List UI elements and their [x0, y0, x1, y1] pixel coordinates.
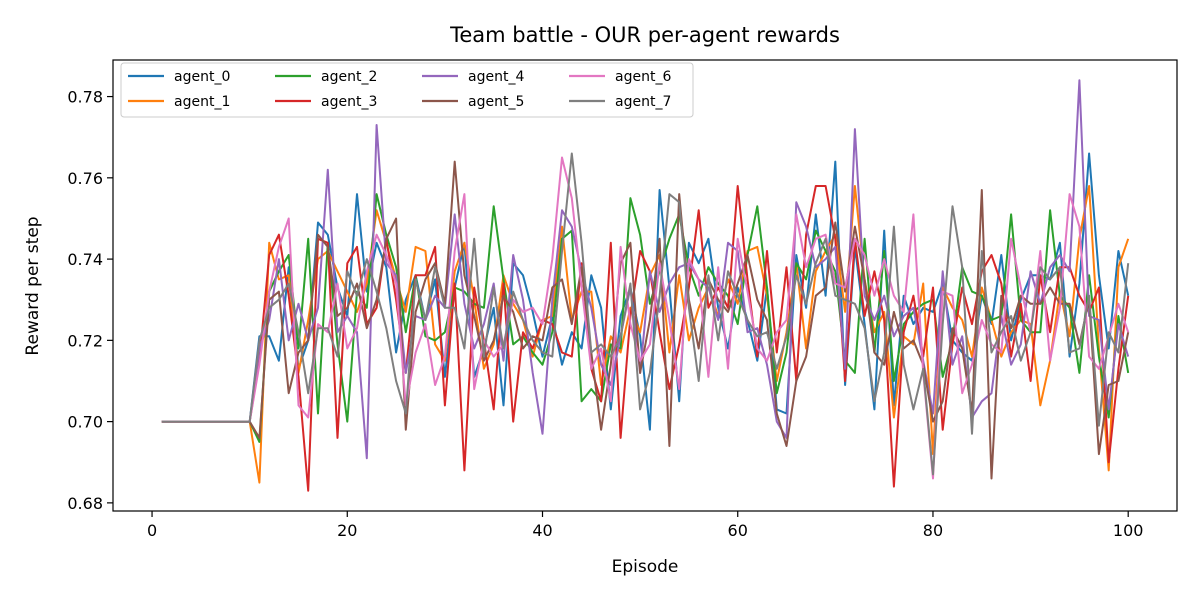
y-tick-label: 0.72	[67, 331, 103, 350]
legend-label-agent_7: agent_7	[615, 94, 671, 110]
legend-label-agent_6: agent_6	[615, 69, 671, 85]
series-group	[161, 79, 1130, 492]
legend: agent_0agent_1agent_2agent_3agent_4agent…	[120, 62, 694, 118]
legend-label-agent_1: agent_1	[174, 94, 230, 110]
legend-label-agent_2: agent_2	[321, 69, 377, 85]
y-tick-label: 0.74	[67, 250, 103, 269]
x-tick-label: 60	[728, 521, 748, 540]
plot-frame	[112, 59, 1178, 512]
y-axis: 0.68 0.70 0.72 0.74 0.76 0.78	[67, 88, 113, 513]
x-tick-label: 20	[337, 521, 357, 540]
y-tick-label: 0.68	[67, 494, 103, 513]
y-tick-label: 0.76	[67, 169, 103, 188]
x-axis-label: Episode	[612, 557, 679, 577]
x-tick-label: 40	[532, 521, 552, 540]
legend-label-agent_4: agent_4	[468, 69, 524, 85]
x-axis: 0 20 40 60 80 100	[147, 511, 1144, 540]
legend-label-agent_5: agent_5	[468, 94, 524, 110]
legend-box	[120, 62, 694, 118]
y-tick-label: 0.70	[67, 413, 103, 432]
series-line-agent_7	[161, 152, 1130, 476]
legend-label-agent_3: agent_3	[321, 94, 377, 110]
legend-label-agent_0: agent_0	[174, 69, 230, 85]
x-tick-label: 100	[1113, 521, 1144, 540]
y-axis-label: Reward per step	[23, 216, 43, 355]
x-tick-label: 80	[923, 521, 943, 540]
x-tick-label: 0	[147, 521, 157, 540]
y-tick-label: 0.78	[67, 88, 103, 107]
chart-title: Team battle - OUR per-agent rewards	[449, 23, 840, 47]
